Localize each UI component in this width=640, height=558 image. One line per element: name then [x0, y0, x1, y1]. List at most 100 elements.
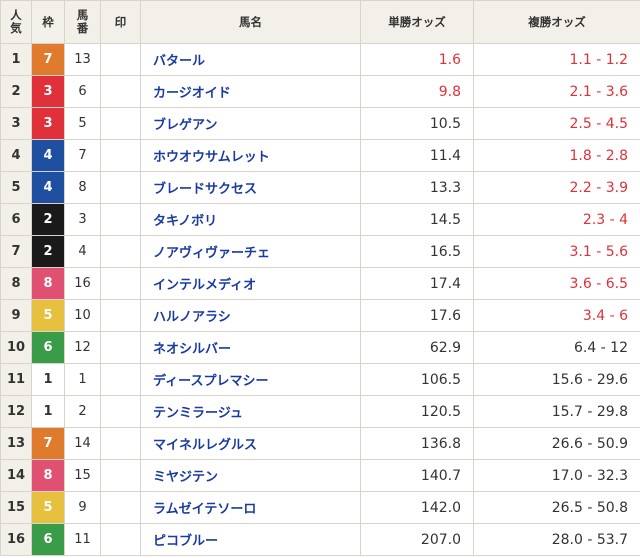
frame-cell: 7: [31, 427, 65, 460]
frame-cell: 2: [31, 235, 65, 268]
place-odds-cell: 2.5 - 4.5: [473, 107, 640, 140]
mark-cell[interactable]: [100, 491, 141, 524]
win-odds-cell: 17.4: [360, 267, 474, 300]
horse-name-link[interactable]: バタール: [140, 43, 361, 76]
mark-cell[interactable]: [100, 331, 141, 364]
horse-number-cell: 4: [64, 235, 101, 268]
popularity-cell: 5: [0, 171, 32, 204]
mark-cell[interactable]: [100, 235, 141, 268]
mark-cell[interactable]: [100, 203, 141, 236]
place-odds-cell: 2.3 - 4: [473, 203, 640, 236]
horse-number-cell: 12: [64, 331, 101, 364]
popularity-cell: 6: [0, 203, 32, 236]
place-odds-cell: 1.8 - 2.8: [473, 139, 640, 172]
header-mark: 印: [100, 0, 141, 44]
horse-number-cell: 11: [64, 523, 101, 556]
mark-cell[interactable]: [100, 267, 141, 300]
horse-name-link[interactable]: タキノボリ: [140, 203, 361, 236]
place-odds-cell: 6.4 - 12: [473, 331, 640, 364]
horse-name-link[interactable]: ラムゼイテソーロ: [140, 491, 361, 524]
horse-name-link[interactable]: ネオシルバー: [140, 331, 361, 364]
horse-name-link[interactable]: ミヤジテン: [140, 459, 361, 492]
mark-cell[interactable]: [100, 75, 141, 108]
horse-name-link[interactable]: カージオイド: [140, 75, 361, 108]
win-odds-cell: 106.5: [360, 363, 474, 396]
mark-cell[interactable]: [100, 139, 141, 172]
place-odds-cell: 3.6 - 6.5: [473, 267, 640, 300]
popularity-cell: 14: [0, 459, 32, 492]
horse-number-cell: 8: [64, 171, 101, 204]
horse-name-link[interactable]: ホウオウサムレット: [140, 139, 361, 172]
horse-name-link[interactable]: ハルノアラシ: [140, 299, 361, 332]
horse-name-link[interactable]: ブレゲアン: [140, 107, 361, 140]
win-odds-cell: 142.0: [360, 491, 474, 524]
place-odds-cell: 17.0 - 32.3: [473, 459, 640, 492]
horse-name-link[interactable]: マイネルレグルス: [140, 427, 361, 460]
mark-cell[interactable]: [100, 427, 141, 460]
mark-cell[interactable]: [100, 43, 141, 76]
win-odds-cell: 120.5: [360, 395, 474, 428]
popularity-cell: 16: [0, 523, 32, 556]
horse-name-link[interactable]: テンミラージュ: [140, 395, 361, 428]
header-horse-number: 馬 番: [64, 0, 101, 44]
horse-number-cell: 10: [64, 299, 101, 332]
popularity-cell: 1: [0, 43, 32, 76]
popularity-cell: 13: [0, 427, 32, 460]
place-odds-cell: 28.0 - 53.7: [473, 523, 640, 556]
frame-cell: 6: [31, 331, 65, 364]
table-row: 16 6 11 ピコブルー 207.0 28.0 - 53.7: [0, 523, 640, 556]
win-odds-cell: 17.6: [360, 299, 474, 332]
popularity-cell: 10: [0, 331, 32, 364]
frame-cell: 8: [31, 267, 65, 300]
place-odds-cell: 1.1 - 1.2: [473, 43, 640, 76]
header-popularity: 人 気: [0, 0, 32, 44]
place-odds-cell: 3.4 - 6: [473, 299, 640, 332]
mark-cell[interactable]: [100, 459, 141, 492]
win-odds-cell: 13.3: [360, 171, 474, 204]
popularity-cell: 15: [0, 491, 32, 524]
table-row: 7 2 4 ノアヴィヴァーチェ 16.5 3.1 - 5.6: [0, 235, 640, 268]
mark-cell[interactable]: [100, 171, 141, 204]
win-odds-cell: 136.8: [360, 427, 474, 460]
frame-cell: 7: [31, 43, 65, 76]
mark-cell[interactable]: [100, 395, 141, 428]
mark-cell[interactable]: [100, 523, 141, 556]
popularity-cell: 3: [0, 107, 32, 140]
popularity-cell: 8: [0, 267, 32, 300]
horse-number-cell: 15: [64, 459, 101, 492]
table-row: 3 3 5 ブレゲアン 10.5 2.5 - 4.5: [0, 107, 640, 140]
win-odds-cell: 1.6: [360, 43, 474, 76]
win-odds-cell: 16.5: [360, 235, 474, 268]
popularity-cell: 9: [0, 299, 32, 332]
horse-name-link[interactable]: ディースプレマシー: [140, 363, 361, 396]
frame-cell: 4: [31, 139, 65, 172]
header-win-odds: 単勝オッズ: [360, 0, 474, 44]
win-odds-cell: 62.9: [360, 331, 474, 364]
mark-cell[interactable]: [100, 299, 141, 332]
mark-cell[interactable]: [100, 363, 141, 396]
horse-name-link[interactable]: ブレードサクセス: [140, 171, 361, 204]
place-odds-cell: 3.1 - 5.6: [473, 235, 640, 268]
mark-cell[interactable]: [100, 107, 141, 140]
win-odds-cell: 11.4: [360, 139, 474, 172]
frame-cell: 2: [31, 203, 65, 236]
horse-number-cell: 1: [64, 363, 101, 396]
win-odds-cell: 14.5: [360, 203, 474, 236]
table-row: 2 3 6 カージオイド 9.8 2.1 - 3.6: [0, 75, 640, 108]
frame-cell: 6: [31, 523, 65, 556]
horse-name-link[interactable]: インテルメディオ: [140, 267, 361, 300]
place-odds-cell: 26.6 - 50.9: [473, 427, 640, 460]
horse-name-link[interactable]: ノアヴィヴァーチェ: [140, 235, 361, 268]
table-row: 1 7 13 バタール 1.6 1.1 - 1.2: [0, 43, 640, 76]
header-horse-name: 馬名: [140, 0, 361, 44]
table-row: 8 8 16 インテルメディオ 17.4 3.6 - 6.5: [0, 267, 640, 300]
table-row: 15 5 9 ラムゼイテソーロ 142.0 26.5 - 50.8: [0, 491, 640, 524]
horse-name-link[interactable]: ピコブルー: [140, 523, 361, 556]
frame-cell: 5: [31, 491, 65, 524]
header-place-odds: 複勝オッズ: [473, 0, 640, 44]
popularity-cell: 7: [0, 235, 32, 268]
win-odds-cell: 10.5: [360, 107, 474, 140]
table-row: 12 1 2 テンミラージュ 120.5 15.7 - 29.8: [0, 395, 640, 428]
table-row: 10 6 12 ネオシルバー 62.9 6.4 - 12: [0, 331, 640, 364]
place-odds-cell: 15.7 - 29.8: [473, 395, 640, 428]
